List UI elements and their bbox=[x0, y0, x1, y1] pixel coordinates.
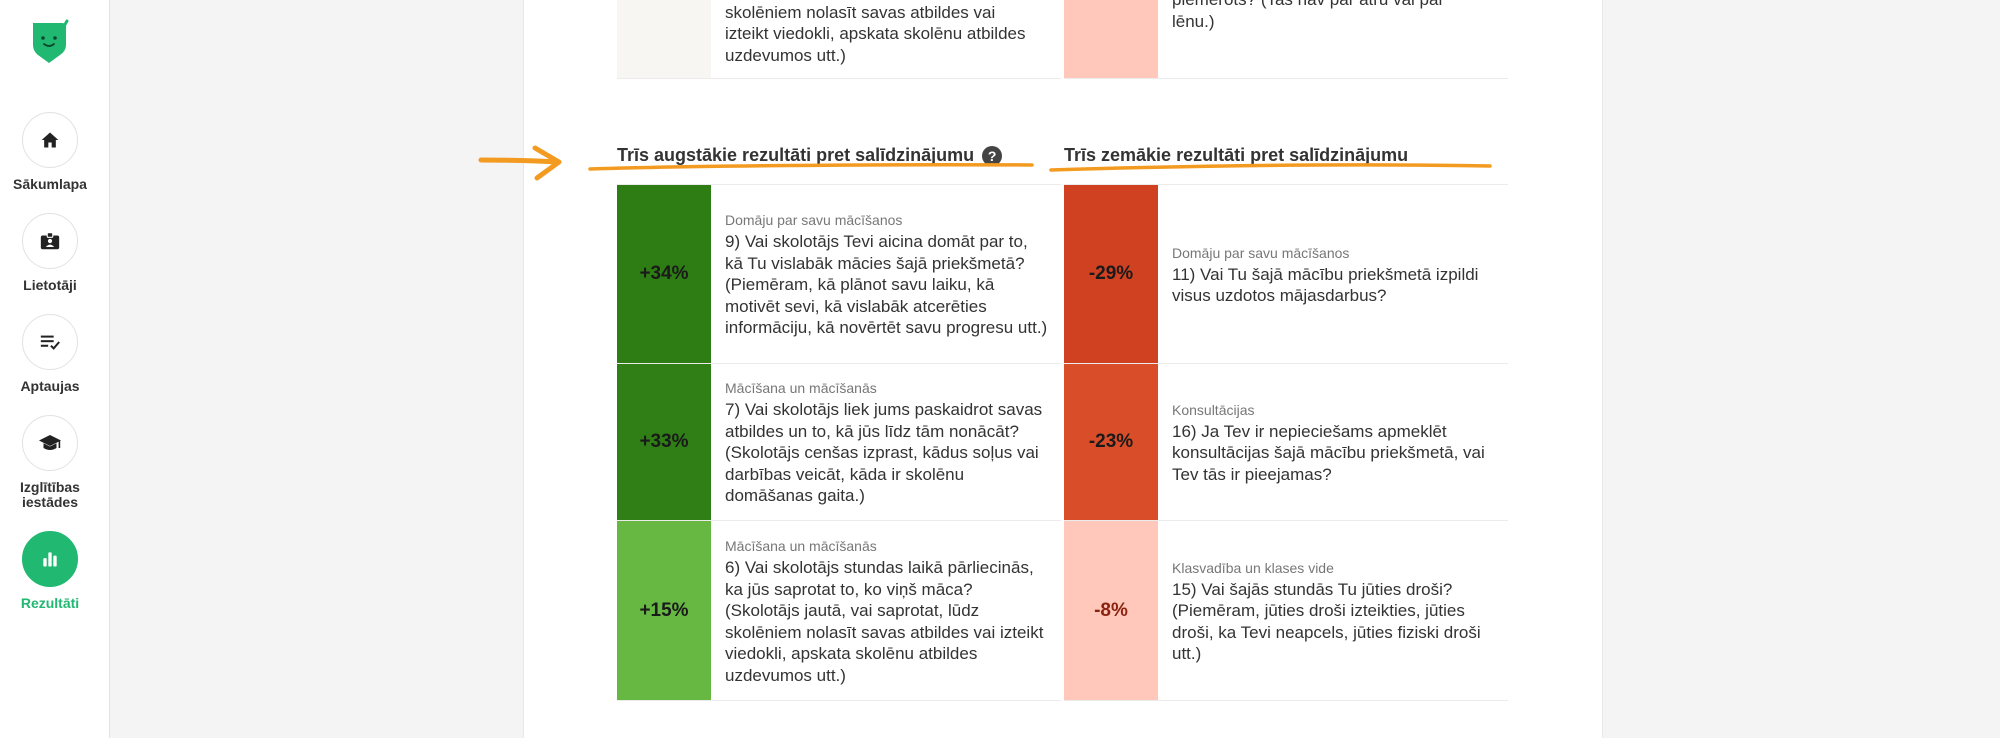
sidebar-item-label: Aptaujas bbox=[0, 379, 100, 394]
value-badge: -29% bbox=[1064, 185, 1158, 363]
value-badge: -8% bbox=[1064, 521, 1158, 700]
top-partial-right: piemērots? (Tas nav par ātru vai par lēn… bbox=[1064, 0, 1508, 79]
question-text: 11) Vai Tu šajā mācību priekšmetā izpild… bbox=[1172, 264, 1496, 307]
bottom-results-heading: Trīs zemākie rezultāti pret salīdzinājum… bbox=[1064, 145, 1408, 166]
category-label: Konsultācijas bbox=[1172, 401, 1496, 419]
category-label: Domāju par savu mācīšanos bbox=[725, 211, 1049, 229]
category-label: Mācīšana un mācīšanās bbox=[725, 537, 1049, 555]
sidebar-item-institutions[interactable]: Izglītības iestādes bbox=[0, 415, 100, 510]
table-row: +33% Mācīšana un mācīšanās 7) Vai skolot… bbox=[617, 364, 1061, 521]
question-text: 16) Ja Tev ir nepieciešams apmeklēt kons… bbox=[1172, 421, 1496, 486]
value-badge: +34% bbox=[617, 185, 711, 363]
question-text: uzdevumos utt.) bbox=[725, 45, 1049, 67]
value-badge: +33% bbox=[617, 364, 711, 520]
top-partial-left: skolēniem nolasīt savas atbildes vai izt… bbox=[617, 0, 1061, 79]
help-icon[interactable]: ? bbox=[982, 146, 1002, 166]
table-row: +34% Domāju par savu mācīšanos 9) Vai sk… bbox=[617, 185, 1061, 364]
question-text: izteikt viedokli, apskata skolēnu atbild… bbox=[725, 23, 1049, 45]
users-badge-icon bbox=[22, 213, 78, 269]
sidebar-item-label: Rezultāti bbox=[0, 596, 100, 611]
section-title: Trīs zemākie rezultāti pret salīdzinājum… bbox=[1064, 145, 1408, 166]
survey-list-icon bbox=[22, 314, 78, 370]
sidebar-item-home[interactable]: Sākumlapa bbox=[0, 112, 100, 192]
question-text: 7) Vai skolotājs liek jums paskaidrot sa… bbox=[725, 399, 1049, 507]
value-badge: -23% bbox=[1064, 364, 1158, 520]
value-badge bbox=[1064, 0, 1158, 78]
app-logo[interactable] bbox=[29, 19, 71, 65]
sidebar-item-label: Lietotāji bbox=[0, 278, 100, 293]
question-text: lēnu.) bbox=[1172, 11, 1496, 33]
top-results-table: +34% Domāju par savu mācīšanos 9) Vai sk… bbox=[617, 184, 1061, 701]
sidebar: Sākumlapa Lietotāji Aptaujas Izglītības … bbox=[0, 0, 110, 738]
question-text: skolēniem nolasīt savas atbildes vai bbox=[725, 2, 1049, 24]
sidebar-item-surveys[interactable]: Aptaujas bbox=[0, 314, 100, 394]
value-badge: +15% bbox=[617, 521, 711, 700]
top-results-heading: Trīs augstākie rezultāti pret salīdzināj… bbox=[617, 145, 1002, 166]
section-title: Trīs augstākie rezultāti pret salīdzināj… bbox=[617, 145, 974, 166]
category-label: Klasvadība un klases vide bbox=[1172, 559, 1496, 577]
table-row: -8% Klasvadība un klases vide 15) Vai ša… bbox=[1064, 521, 1508, 701]
graduation-cap-icon bbox=[22, 415, 78, 471]
question-text: 6) Vai skolotājs stundas laikā pārliecin… bbox=[725, 557, 1049, 686]
table-row: -23% Konsultācijas 16) Ja Tev ir nepieci… bbox=[1064, 364, 1508, 521]
question-text: 9) Vai skolotājs Tevi aicina domāt par t… bbox=[725, 231, 1049, 339]
table-row: +15% Mācīšana un mācīšanās 6) Vai skolot… bbox=[617, 521, 1061, 701]
sidebar-item-users[interactable]: Lietotāji bbox=[0, 213, 100, 293]
category-label: Mācīšana un mācīšanās bbox=[725, 379, 1049, 397]
sidebar-item-results[interactable]: Rezultāti bbox=[0, 531, 100, 611]
question-text: 15) Vai šajās stundās Tu jūties droši? (… bbox=[1172, 579, 1496, 665]
question-text: piemērots? (Tas nav par ātru vai par bbox=[1172, 0, 1496, 11]
bottom-results-table: -29% Domāju par savu mācīšanos 11) Vai T… bbox=[1064, 184, 1508, 701]
home-icon bbox=[22, 112, 78, 168]
category-label: Domāju par savu mācīšanos bbox=[1172, 244, 1496, 262]
sidebar-item-label: Sākumlapa bbox=[0, 177, 100, 192]
sidebar-item-label: Izglītības iestādes bbox=[0, 480, 100, 510]
bar-chart-icon bbox=[22, 531, 78, 587]
value-badge bbox=[617, 0, 711, 78]
table-row: -29% Domāju par savu mācīšanos 11) Vai T… bbox=[1064, 185, 1508, 364]
